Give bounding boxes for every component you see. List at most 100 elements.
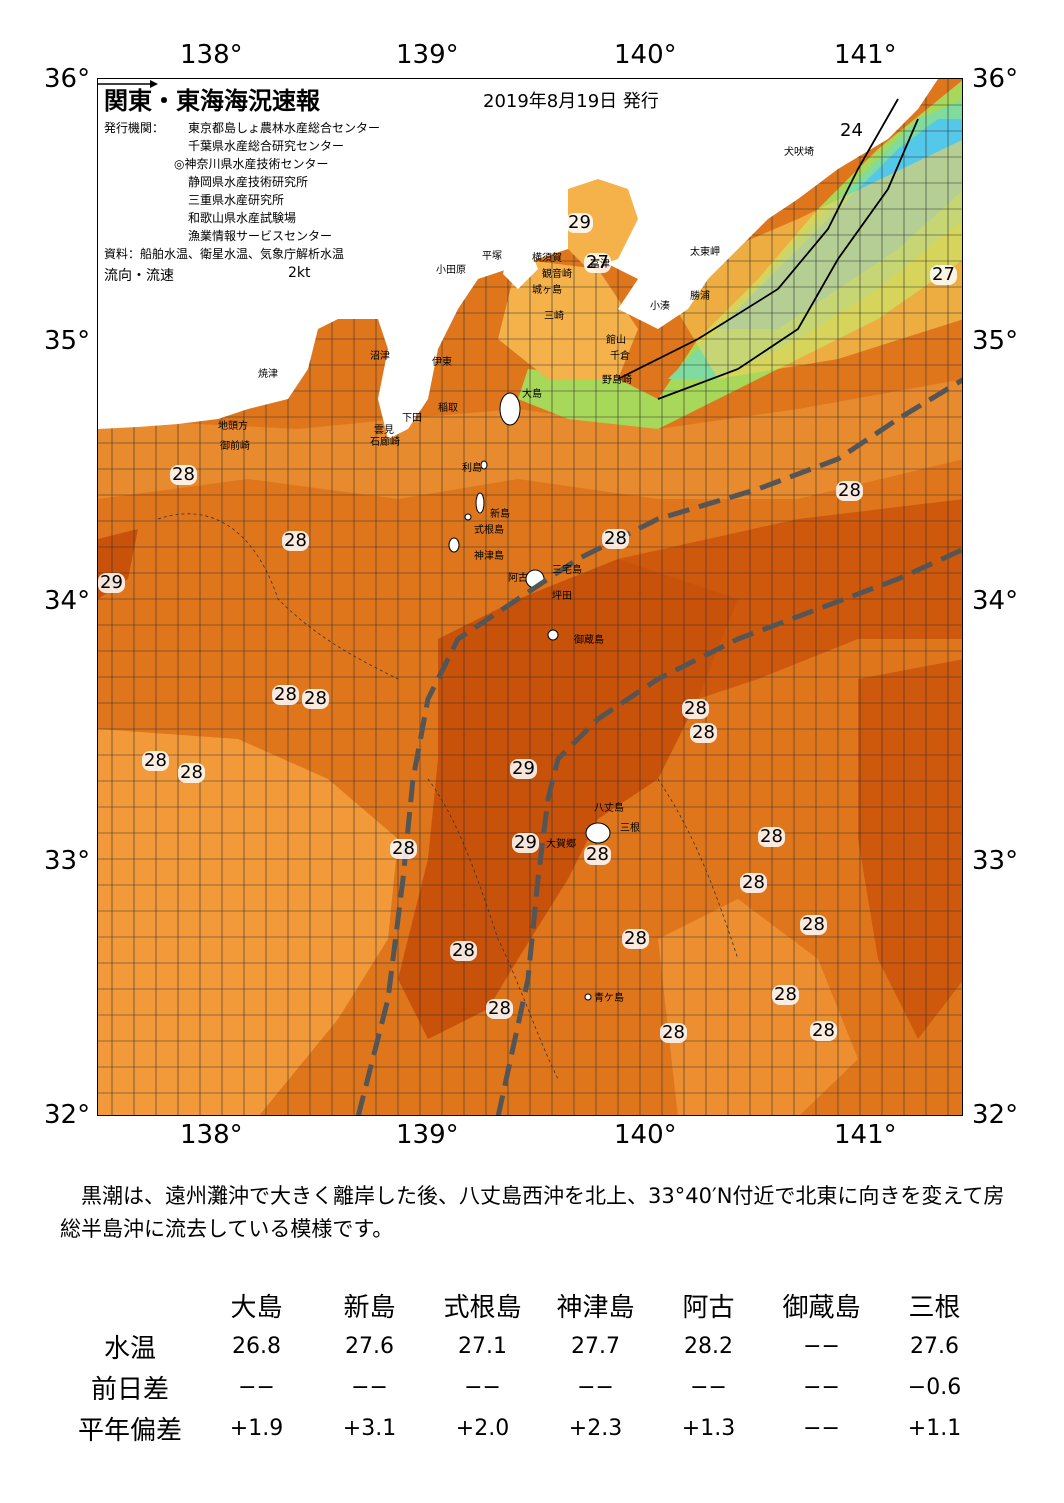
place-label: 横須賀 (532, 253, 562, 264)
temp-label: 28 (800, 914, 827, 935)
place-label: 富津 (590, 259, 610, 270)
lat-tick-35-right: 35° (972, 326, 1019, 356)
lat-tick-32-left: 32° (44, 1100, 91, 1130)
table-cell: −− (803, 1416, 840, 1441)
place-label: 下田 (402, 413, 422, 424)
place-label: 雲見 (374, 425, 394, 436)
temp-label: 28 (390, 838, 417, 859)
temp-label: 28 (272, 684, 299, 705)
lat-tick-36-left: 36° (44, 64, 91, 94)
table-cell: −− (803, 1334, 840, 1359)
table-cell: −− (464, 1375, 501, 1400)
temp-label: 28 (602, 528, 629, 549)
row-header: 平年偏差 (77, 1416, 182, 1446)
flow-arrow-icon (98, 80, 158, 88)
kuroshio-path (355, 377, 962, 1115)
table-cell: +3.1 (342, 1416, 397, 1441)
issuer-item: 東京都島しょ農林水産総合センター (188, 121, 381, 135)
place-label: 伊東 (432, 357, 452, 368)
table-cell: 28.2 (684, 1334, 733, 1359)
place-label: 沼津 (370, 351, 390, 362)
island-toshima (480, 460, 488, 470)
lat-tick-33-left: 33° (44, 846, 91, 876)
place-label: 稲取 (438, 403, 458, 414)
place-label: 御蔵島 (574, 635, 604, 646)
temp-label: 28 (486, 998, 513, 1019)
lon-tick-141-bottom: 141° (834, 1120, 897, 1150)
map-frame: 関東・東海海況速報 2019年8月19日 発行 発行機関： 東京都島しょ農林水産… (97, 78, 963, 1116)
issuer-item: 千葉県水産総合研究センター (188, 139, 345, 153)
table-cell: −− (803, 1375, 840, 1400)
table-cell: +1.9 (229, 1416, 284, 1441)
temp-label: 28 (772, 984, 799, 1005)
flow-legend-unit: 2kt (288, 265, 311, 281)
place-label: 城ヶ島 (532, 285, 562, 296)
lat-tick-35-left: 35° (44, 326, 91, 356)
table-cell: −0.6 (907, 1375, 962, 1400)
lon-tick-138-top: 138° (180, 40, 243, 70)
place-label: 太東岬 (690, 247, 720, 258)
issuer-item: 静岡県水産技術研究所 (188, 175, 309, 189)
temp-label: 28 (178, 762, 205, 783)
temp-label: 28 (660, 1022, 687, 1043)
lat-tick-34-left: 34° (44, 586, 91, 616)
table-cell: +1.3 (681, 1416, 736, 1441)
column-header: 大島 (230, 1293, 283, 1323)
column-header: 神津島 (556, 1293, 635, 1323)
table-cell: +2.3 (568, 1416, 623, 1441)
sea-yellow-band (658, 139, 962, 379)
table-cell: +2.0 (455, 1416, 510, 1441)
miura-peninsula (503, 244, 538, 289)
issuer-item: 三重県水産研究所 (188, 193, 285, 207)
island-kozushima (448, 537, 460, 553)
table-cell: −− (577, 1375, 614, 1400)
lat-tick-32-right: 32° (972, 1100, 1019, 1130)
table-cell: −− (351, 1375, 388, 1400)
place-label: 三宅島 (552, 565, 582, 576)
temp-label: 28 (282, 530, 309, 551)
temp-label: 29 (98, 572, 125, 593)
issuer-label: 発行機関： (104, 121, 165, 135)
map-date: 2019年8月19日 発行 (483, 91, 659, 112)
depth-contours (157, 513, 739, 1080)
place-label: 地頭方 (218, 421, 248, 432)
sea-light-se (658, 899, 858, 1115)
lat-tick-33-right: 33° (972, 846, 1019, 876)
island-niijima (475, 492, 485, 514)
place-label: 千倉 (610, 351, 630, 362)
temp-label: 28 (584, 844, 611, 865)
place-label: 平塚 (482, 251, 502, 262)
column-header: 新島 (343, 1293, 396, 1323)
temp-label: 28 (450, 940, 477, 961)
island-aogashima (584, 993, 592, 1001)
temp-label: 28 (622, 928, 649, 949)
place-label: 小田原 (436, 265, 466, 276)
lat-tick-36-right: 36° (972, 64, 1019, 94)
lon-tick-139-top: 139° (396, 40, 459, 70)
column-header: 阿古 (682, 1293, 735, 1323)
island-hachijojima (585, 822, 611, 844)
place-label: 神津島 (474, 551, 504, 562)
lon-tick-138-bottom: 138° (180, 1120, 243, 1150)
table-row: 前日差 −− −− −− −− −− −− −0.6 (60, 1367, 991, 1408)
place-label: 勝浦 (690, 291, 710, 302)
place-label: 三根 (620, 823, 640, 834)
description-text: 黒潮は、遠州灘沖で大きく離岸した後、八丈島西沖を北上、33°40′N付近で北東に… (60, 1184, 1005, 1241)
place-label: 御前崎 (220, 441, 250, 452)
place-label: 観音崎 (542, 269, 572, 280)
row-header: 前日差 (90, 1375, 169, 1405)
issuer-item: 漁業情報サービスセンター (188, 229, 333, 243)
temp-label: 28 (758, 826, 785, 847)
table-cell: 27.7 (571, 1334, 620, 1359)
place-label: 大島 (522, 389, 542, 400)
place-label: 新島 (490, 509, 510, 520)
table-cell: +1.1 (907, 1416, 962, 1441)
temp-label: 27 (930, 264, 957, 285)
column-header: 式根島 (443, 1293, 522, 1323)
isotherm-lines (617, 98, 919, 400)
place-label: 焼津 (258, 369, 278, 380)
sea-condition-map: 138° 139° 140° 141° 138° 139° 140° 141° … (44, 40, 1019, 1150)
sea-warm-core (398, 559, 738, 1039)
place-label: 式根島 (474, 525, 504, 536)
data-source: 資料：船舶水温、衛星水温、気象庁解析水温 (104, 247, 345, 261)
